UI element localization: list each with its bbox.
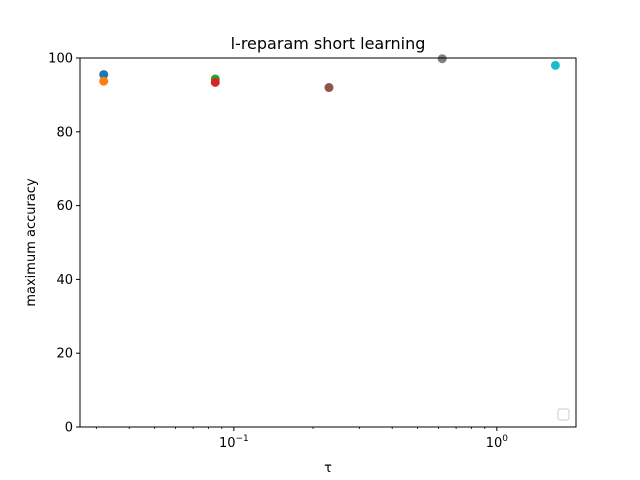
plot-area-frame — [79, 57, 577, 428]
chart-title: l-reparam short learning — [231, 34, 426, 53]
x-axis-label: τ — [324, 461, 332, 476]
data-point — [324, 83, 334, 93]
y-tick-label: 60 — [56, 199, 73, 214]
y-tick-label: 20 — [56, 347, 73, 362]
data-point — [550, 60, 560, 70]
data-point — [99, 70, 109, 80]
y-tick-label: 40 — [56, 273, 73, 288]
y-tick-label: 80 — [56, 125, 73, 140]
data-point — [99, 76, 109, 86]
x-tick-label: 100 — [486, 434, 509, 451]
y-tick-label: 0 — [65, 421, 73, 436]
legend-box — [557, 408, 570, 421]
y-axis-label: maximum accuracy — [24, 178, 39, 307]
data-points — [99, 54, 560, 93]
x-tick-label: 10−1 — [219, 434, 249, 451]
y-tick-label: 100 — [48, 52, 73, 67]
data-point — [437, 54, 447, 64]
data-point — [210, 77, 220, 87]
